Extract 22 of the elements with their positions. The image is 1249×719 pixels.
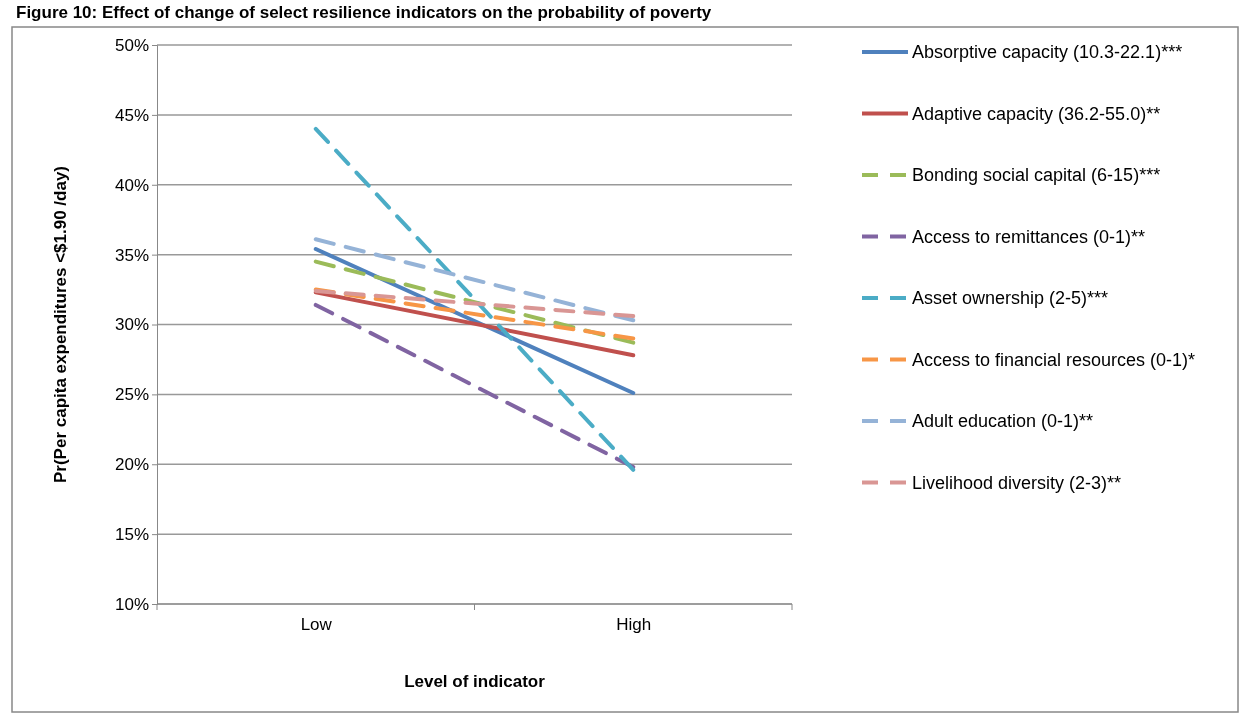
x-axis-title: Level of indicator	[404, 672, 546, 691]
y-tick-label: 50%	[114, 35, 149, 55]
legend-label: Access to remittances (0-1)**	[912, 226, 1146, 247]
y-tick-label: 30%	[114, 315, 149, 335]
legend-label: Asset ownership (2-5)***	[912, 288, 1109, 308]
x-tick-label: High	[616, 615, 652, 635]
y-tick-label: 15%	[114, 525, 149, 545]
legend-label: Livelihood diversity (2-3)**	[912, 472, 1122, 493]
legend-label: Adult education (0-1)**	[912, 411, 1094, 431]
y-tick-label: 10%	[114, 594, 149, 614]
legend-label: Bonding social capital (6-15)***	[912, 165, 1161, 185]
y-axis-title: Pr(Per capita expenditures <$1.90 /day)	[51, 165, 70, 484]
chart-title: Figure 10: Effect of change of select resilience indicators on the probability of poverty	[16, 3, 712, 22]
y-tick-label: 25%	[114, 385, 149, 405]
legend-label: Adaptive capacity (36.2-55.0)**	[912, 103, 1161, 124]
y-tick-label: 45%	[114, 105, 149, 125]
legend-label: Absorptive capacity (10.3-22.1)***	[912, 42, 1183, 62]
legend-label: Access to financial resources (0-1)*	[912, 349, 1196, 370]
y-tick-label: 20%	[114, 455, 149, 475]
x-tick-label: Low	[300, 615, 333, 635]
y-tick-label: 40%	[114, 175, 149, 195]
y-tick-label: 35%	[114, 245, 149, 265]
